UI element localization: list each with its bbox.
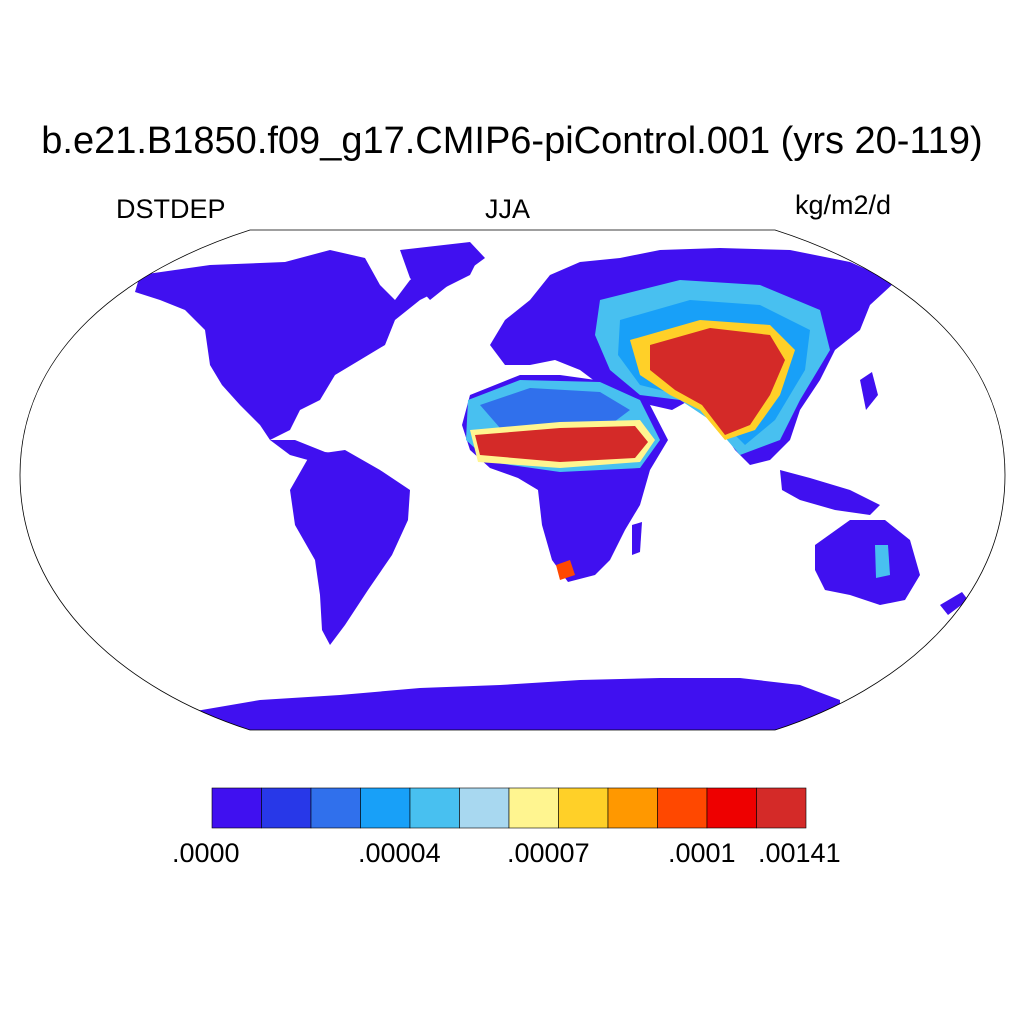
- colorbar-swatch-10: [706, 787, 757, 829]
- globe-outline: [19, 229, 1006, 731]
- colorbar-swatch-1: [261, 787, 312, 829]
- land-se-asia-islands: [780, 470, 880, 515]
- dust-australia: [875, 545, 890, 578]
- colorbar-swatch-11: [756, 787, 807, 829]
- colorbar-swatch-4: [409, 787, 460, 829]
- colorbar-swatch-9: [657, 787, 708, 829]
- colorbar-swatch-2: [310, 787, 361, 829]
- land-south-america: [290, 450, 410, 645]
- colorbar-label-4: .00141: [758, 838, 841, 868]
- colorbar-swatch-3: [360, 787, 411, 829]
- variable-label: DSTDEP: [116, 194, 226, 224]
- colorbar-label-3: .0001: [668, 838, 736, 868]
- units-label: kg/m2/d: [795, 190, 892, 220]
- land-new-zealand: [940, 592, 968, 615]
- colorbar-swatch-8: [607, 787, 658, 829]
- map-title: b.e21.B1850.f09_g17.CMIP6-piControl.001 …: [41, 120, 983, 162]
- land-australia: [815, 520, 920, 605]
- colorbar-label-2: .00007: [507, 838, 590, 868]
- dust-sahara-core: [475, 426, 648, 462]
- dust-sahara-mid: [480, 388, 630, 428]
- land-greenland: [400, 242, 485, 300]
- colorbar-swatch-7: [558, 787, 609, 829]
- season-label: JJA: [485, 194, 531, 224]
- land-madagascar: [632, 522, 642, 555]
- dust-asia-core: [650, 328, 785, 435]
- colorbar-label-1: .00004: [358, 838, 441, 868]
- colorbar-swatch-5: [459, 787, 510, 829]
- colorbar-label-0: .0000: [172, 838, 240, 868]
- colorbar-swatch-6: [508, 787, 559, 829]
- land-antarctica: [190, 678, 840, 730]
- colorbar-swatch-0: [211, 787, 262, 829]
- dust-kalahari: [556, 560, 575, 580]
- land-north-america: [135, 250, 480, 440]
- land-japan: [860, 372, 878, 410]
